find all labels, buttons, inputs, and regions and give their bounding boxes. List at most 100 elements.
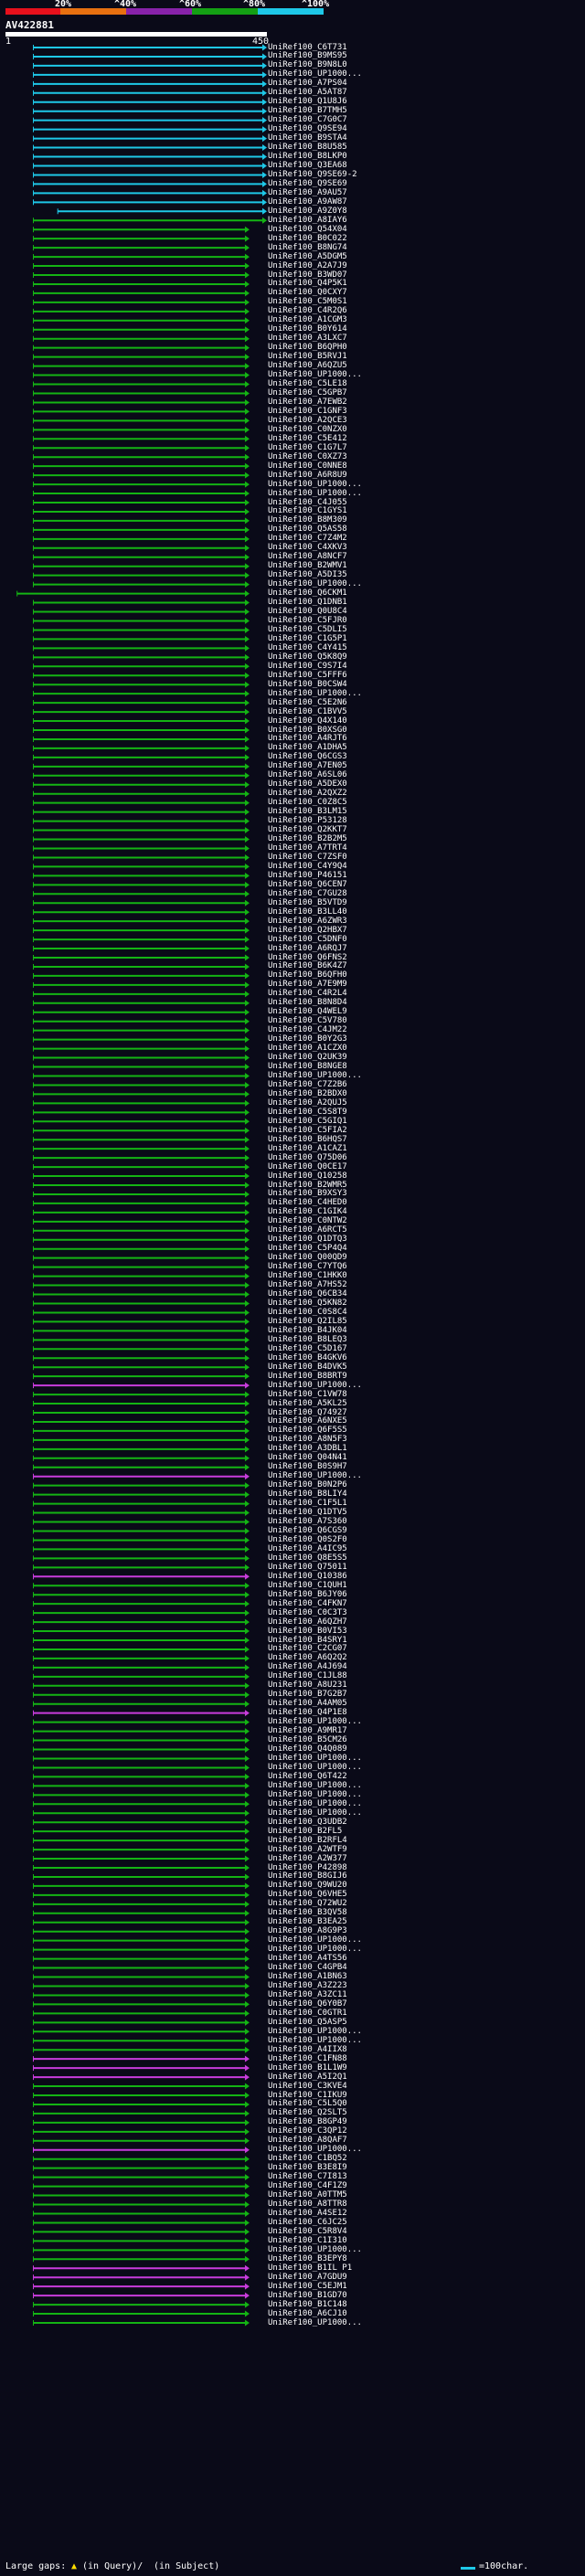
hit-label[interactable]: UniRef100_C4HED0	[268, 1198, 347, 1208]
hit-label[interactable]: UniRef100_C0Z8C5	[268, 798, 347, 808]
hit-label[interactable]: UniRef100_C0NZX0	[268, 424, 347, 434]
hit-label[interactable]: UniRef100_B3WD07	[268, 270, 347, 280]
hit-label[interactable]: UniRef100_A6NXE5	[268, 1416, 347, 1426]
hit-label[interactable]: UniRef100_B9N8L0	[268, 60, 347, 70]
hit-label[interactable]: UniRef100_C7Z2B6	[268, 1079, 347, 1089]
hit-label[interactable]: UniRef100_A6SL06	[268, 770, 347, 780]
hit-label[interactable]: UniRef100_UP1000...	[268, 488, 362, 498]
hit-label[interactable]: UniRef100_C1VW78	[268, 1389, 347, 1399]
hit-label[interactable]: UniRef100_A5AT87	[268, 88, 347, 98]
hit-label[interactable]: UniRef100_C7ZSF0	[268, 852, 347, 862]
hit-label[interactable]: UniRef100_B9XSY3	[268, 1189, 347, 1199]
hit-label[interactable]: UniRef100_B8GIJ6	[268, 1871, 347, 1882]
hit-label[interactable]: UniRef100_Q6CB34	[268, 1289, 347, 1299]
hit-label[interactable]: UniRef100_C5M0S1	[268, 297, 347, 307]
hit-label[interactable]: UniRef100_A7EWB2	[268, 397, 347, 407]
hit-label[interactable]: UniRef100_A2QCE3	[268, 415, 347, 425]
hit-label[interactable]: UniRef100_C5P4Q4	[268, 1244, 347, 1254]
hit-label[interactable]: UniRef100_C4JM22	[268, 1025, 347, 1035]
hit-label[interactable]: UniRef100_B9STA4	[268, 133, 347, 143]
hit-label[interactable]: UniRef100_C0NNE8	[268, 461, 347, 471]
hit-label[interactable]: UniRef100_B0Y2G3	[268, 1034, 347, 1044]
hit-label[interactable]: UniRef100_UP1000...	[268, 370, 362, 380]
hit-label[interactable]: UniRef100_P46151	[268, 870, 347, 880]
hit-label[interactable]: UniRef100_C5E2N6	[268, 697, 347, 707]
hit-label[interactable]: UniRef100_Q00QD9	[268, 1253, 347, 1263]
hit-label[interactable]: UniRef100_C4F1Z9	[268, 2181, 347, 2191]
hit-label[interactable]: UniRef100_C5GIQ1	[268, 1116, 347, 1126]
hit-label[interactable]: UniRef100_Q6F5S5	[268, 1426, 347, 1436]
hit-label[interactable]: UniRef100_C5S8T9	[268, 1107, 347, 1117]
hit-label[interactable]: UniRef100_A4TS56	[268, 1954, 347, 1964]
hit-label[interactable]: UniRef100_C4Y9Q4	[268, 861, 347, 871]
hit-label[interactable]: UniRef100_A7GDU9	[268, 2272, 347, 2282]
hit-label[interactable]: UniRef100_C1F5L1	[268, 1499, 347, 1509]
hit-label[interactable]: UniRef100_P42898	[268, 1862, 347, 1872]
hit-label[interactable]: UniRef100_C5V780	[268, 1016, 347, 1026]
hit-label[interactable]: UniRef100_A9MR17	[268, 1726, 347, 1736]
hit-label[interactable]: UniRef100_A2WTF9	[268, 1844, 347, 1854]
hit-label[interactable]: UniRef100_A8TTR8	[268, 2200, 347, 2210]
hit-label[interactable]: UniRef100_Q0CXY7	[268, 288, 347, 298]
hit-label[interactable]: UniRef100_A5KL25	[268, 1398, 347, 1408]
hit-label[interactable]: UniRef100_Q9WU20	[268, 1881, 347, 1891]
hit-label[interactable]: UniRef100_B3LL40	[268, 906, 347, 917]
hit-label[interactable]: UniRef100_B3LM15	[268, 807, 347, 817]
hit-label[interactable]: UniRef100_A2A7J9	[268, 260, 347, 270]
hit-label[interactable]: UniRef100_A6ZWR3	[268, 916, 347, 926]
hit-label[interactable]: UniRef100_A2QXZ2	[268, 789, 347, 799]
hit-label[interactable]: UniRef100_B2WMV1	[268, 561, 347, 571]
hit-label[interactable]: UniRef100_UP1000...	[268, 1070, 362, 1080]
hit-label[interactable]: UniRef100_B6HQS7	[268, 1134, 347, 1144]
hit-label[interactable]: UniRef100_A8G9P3	[268, 1926, 347, 1936]
hit-label[interactable]: UniRef100_C5L5Q0	[268, 2099, 347, 2109]
hit-label[interactable]: UniRef100_Q6CGS9	[268, 1525, 347, 1535]
hit-label[interactable]: UniRef100_C7GU28	[268, 888, 347, 898]
hit-label[interactable]: UniRef100_Q0U8C4	[268, 607, 347, 617]
hit-label[interactable]: UniRef100_B0VI53	[268, 1626, 347, 1636]
hit-label[interactable]: UniRef100_A4IIX8	[268, 2044, 347, 2054]
hit-label[interactable]: UniRef100_UP1000...	[268, 579, 362, 589]
hit-label[interactable]: UniRef100_Q3EA68	[268, 160, 347, 170]
hit-label[interactable]: UniRef100_C1G5P1	[268, 633, 347, 643]
hit-label[interactable]: UniRef100_B5RVJ1	[268, 352, 347, 362]
hit-label[interactable]: UniRef100_Q4WEL9	[268, 1007, 347, 1017]
hit-label[interactable]: UniRef100_C1GYS1	[268, 506, 347, 516]
hit-label[interactable]: UniRef100_Q4P5K1	[268, 279, 347, 289]
hit-label[interactable]: UniRef100_Q2HBX7	[268, 925, 347, 935]
hit-label[interactable]: UniRef100_C4R2Q6	[268, 306, 347, 316]
hit-label[interactable]: UniRef100_Q5AS58	[268, 525, 347, 535]
hit-label[interactable]: UniRef100_B6QFH0	[268, 970, 347, 981]
hit-label[interactable]: UniRef100_A1DHA5	[268, 743, 347, 753]
hit-label[interactable]: UniRef100_Q2IL85	[268, 1316, 347, 1326]
hit-label[interactable]: UniRef100_B7G2B7	[268, 1690, 347, 1700]
hit-label[interactable]: UniRef100_B0CSW4	[268, 679, 347, 689]
hit-label[interactable]: UniRef100_B2WMR5	[268, 1180, 347, 1190]
hit-label[interactable]: UniRef100_A2W377	[268, 1853, 347, 1863]
hit-label[interactable]: UniRef100_B5CM26	[268, 1735, 347, 1745]
hit-label[interactable]: UniRef100_A7TRT4	[268, 843, 347, 853]
hit-label[interactable]: UniRef100_A8N5F3	[268, 1435, 347, 1445]
hit-label[interactable]: UniRef100_Q3UDB2	[268, 1817, 347, 1827]
hit-label[interactable]: UniRef100_C5R8V4	[268, 2226, 347, 2236]
hit-label[interactable]: UniRef100_A3DBL1	[268, 1444, 347, 1454]
hit-label[interactable]: UniRef100_C1FN88	[268, 2053, 347, 2063]
hit-label[interactable]: UniRef100_C3QP12	[268, 2126, 347, 2136]
hit-label[interactable]: UniRef100_B1L1W9	[268, 2062, 347, 2072]
hit-label[interactable]: UniRef100_C1G7L7	[268, 442, 347, 452]
hit-label[interactable]: UniRef100_UP1000...	[268, 2145, 362, 2155]
hit-label[interactable]: UniRef100_Q9SE69-2	[268, 169, 357, 179]
hit-label[interactable]: UniRef100_UP1000...	[268, 1471, 362, 1481]
hit-label[interactable]: UniRef100_B8LIY4	[268, 1489, 347, 1500]
hit-label[interactable]: UniRef100_Q8E5S5	[268, 1553, 347, 1563]
hit-label[interactable]: UniRef100_Q4X140	[268, 716, 347, 726]
hit-label[interactable]: UniRef100_A8NCF7	[268, 552, 347, 562]
hit-label[interactable]: UniRef100_Q10258	[268, 1171, 347, 1181]
hit-label[interactable]: UniRef100_C4J055	[268, 497, 347, 507]
hit-label[interactable]: UniRef100_C3KVE4	[268, 2081, 347, 2091]
hit-label[interactable]: UniRef100_Q6T422	[268, 1771, 347, 1781]
hit-label[interactable]: UniRef100_B8NG74	[268, 242, 347, 252]
hit-label[interactable]: UniRef100_UP1000...	[268, 1717, 362, 1727]
hit-label[interactable]: UniRef100_Q5KN82	[268, 1298, 347, 1308]
hit-label[interactable]: UniRef100_Q6FNS2	[268, 952, 347, 962]
